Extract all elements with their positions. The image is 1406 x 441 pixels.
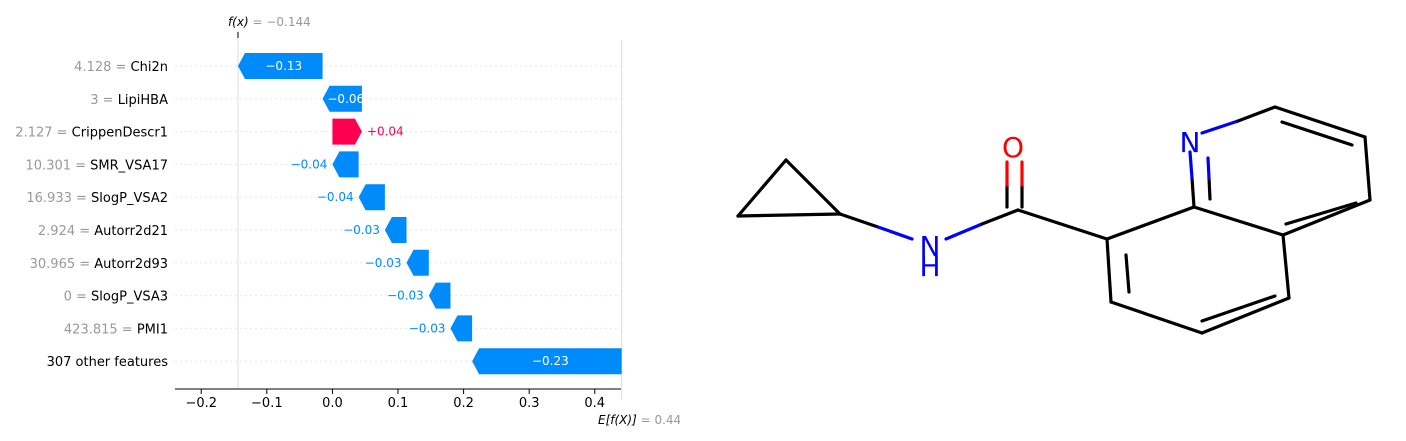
bond [1200,119,1240,135]
bond [1124,253,1131,294]
feature-label: 0 = SlogP_VSA3 [64,290,168,305]
bond [1105,237,1113,304]
bar-value-label: −0.03 [409,321,446,335]
feature-value: 30.965 = [30,257,95,272]
bond [1109,300,1204,335]
bar-value-label: −0.04 [291,157,328,171]
feature-name: Chi2n [131,60,168,75]
bond [1363,135,1372,202]
ex-label: E[f(X)] [598,413,641,427]
feature-name: SlogP_VSA2 [91,191,168,206]
bond [1236,105,1277,123]
bar-value-label: +0.04 [367,125,404,139]
feature-value: 423.815 = [64,322,137,337]
feature-label: 423.815 = PMI1 [64,322,168,337]
waterfall-bar [237,53,323,79]
waterfall-bar [332,151,359,178]
feature-name: Autorr2d21 [94,224,168,239]
bond [1200,294,1277,323]
bar-value-label: −0.06 [327,92,364,106]
feature-label: 4.128 = Chi2n [74,60,168,75]
feature-label: 307 other features [47,355,169,370]
fx-label: f(x) [228,15,253,29]
x-tick-label: 0.0 [322,396,343,411]
bond [1206,156,1211,180]
x-tick-label: 0.4 [584,396,605,411]
feature-name: CrippenDescr1 [72,126,168,141]
bond [838,212,880,229]
bond [736,212,842,218]
waterfall-bar [322,85,362,112]
bar-value-label: −0.23 [532,354,569,368]
x-tick-label: 0.1 [388,396,409,411]
feature-label: 16.933 = SlogP_VSA2 [26,191,168,206]
fx-annotation: f(x) = −0.144 [228,15,311,29]
feature-name: SMR_VSA17 [90,158,168,173]
waterfall-bar [406,249,429,276]
molecule-structure: O N N H [736,105,1372,335]
amide-nitrogen-atom-label: N [920,230,941,263]
fx-value: = −0.144 [252,15,310,29]
molecule-bonds [736,105,1372,335]
feature-label: 2.924 = Autorr2d21 [38,224,168,239]
waterfall-bar [358,184,385,211]
bar-value-label: −0.03 [365,256,402,270]
feature-value: 0 = [64,290,91,305]
amide-hydrogen-atom-label: H [919,250,940,283]
expected-value-annotation: E[f(X)] = 0.441 [598,413,680,427]
bond [980,208,1020,226]
bond [1192,205,1285,237]
x-tick-label: −0.2 [185,396,217,411]
waterfall-bar [472,348,622,375]
bond [1200,296,1291,335]
feature-value: 4.128 = [74,60,130,75]
feature-label: 10.301 = SMR_VSA17 [26,158,168,173]
bond [876,225,914,241]
bond [1281,233,1291,300]
feature-value: 3 = [90,93,117,108]
bond [1284,201,1358,226]
bond [944,222,984,241]
feature-label: 3 = LipiHBA [90,93,168,108]
feature-name: LipiHBA [118,93,168,108]
x-tick-label: 0.3 [519,396,540,411]
feature-value: 10.301 = [26,158,91,173]
molecule-atoms: O N N H [919,126,1200,283]
feature-label: 2.127 = CrippenDescr1 [15,126,168,141]
bond [1280,120,1354,147]
ring-nitrogen-atom-label: N [1180,126,1201,159]
feature-name: SlogP_VSA3 [91,290,168,305]
bond [1105,205,1196,241]
feature-name: 307 other features [47,355,169,370]
bond [1281,198,1372,237]
bond [1190,176,1196,209]
feature-value: 16.933 = [26,191,91,206]
feature-value: 2.127 = [15,126,71,141]
bond [784,158,842,216]
bar-value-label: −0.03 [343,223,380,237]
waterfall-bar [384,217,407,243]
feature-label: 30.965 = Autorr2d93 [30,257,168,272]
bond [1207,176,1212,201]
ex-value: = 0.441 [641,413,680,427]
waterfall-bar [428,282,451,309]
bond [1016,208,1109,241]
x-tick-label: −0.1 [251,396,283,411]
bond [1188,150,1194,180]
bar-value-label: −0.04 [317,190,354,204]
oxygen-atom-label: O [1002,131,1024,164]
feature-name: Autorr2d93 [94,257,168,272]
shap-waterfall-chart: −0.13 4.128 = Chi2n −0.06 3 = LipiHBA +0.04 2… [15,15,680,427]
waterfall-bar [332,118,362,145]
feature-value: 2.924 = [38,224,94,239]
bar-value-label: −0.13 [265,59,302,73]
feature-name: PMI1 [137,322,168,337]
bond [1273,105,1367,139]
x-tick-label: 0.2 [453,396,474,411]
waterfall-bar [450,315,473,342]
bar-value-label: −0.03 [387,289,424,303]
bond [736,158,788,218]
